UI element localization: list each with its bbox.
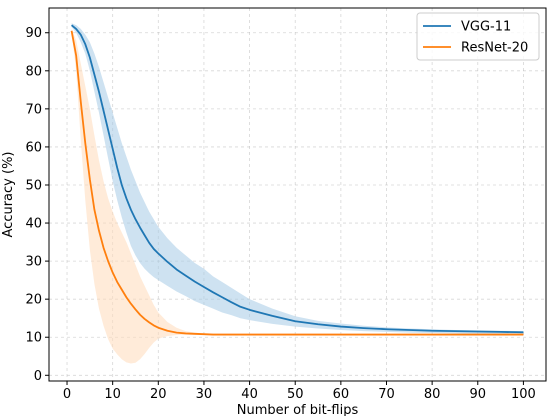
- vgg-11-line: [71, 24, 524, 334]
- y-tick-label: 90: [25, 26, 42, 41]
- x-tick-label: 40: [241, 387, 258, 402]
- series-lines: [70, 24, 524, 336]
- y-tick-label: 0: [34, 369, 42, 384]
- x-tick-label: 50: [287, 387, 304, 402]
- y-tick-label: 20: [25, 293, 42, 308]
- y-tick-label: 80: [25, 64, 42, 79]
- x-tick-label: 100: [511, 387, 536, 402]
- y-axis-label: Accuracy (%): [1, 152, 16, 238]
- legend-box: [416, 12, 540, 61]
- resnet-20-line: [70, 30, 524, 336]
- x-tick-label: 0: [63, 387, 71, 402]
- legend-label-resnet-20: ResNet-20: [461, 41, 528, 56]
- confidence-bands: [71, 23, 524, 364]
- x-tick-label: 90: [469, 387, 486, 402]
- legend: VGG-11 ResNet-20: [416, 12, 540, 61]
- x-tick-label: 70: [378, 387, 395, 402]
- y-tick-label: 40: [25, 217, 42, 232]
- axes-frame: [48, 7, 547, 382]
- x-tick-label: 10: [104, 387, 121, 402]
- x-tick-label: 80: [424, 387, 441, 402]
- x-tick-label: 60: [333, 387, 350, 402]
- legend-label-vgg-11: VGG-11: [461, 20, 511, 35]
- x-tick-label: 20: [150, 387, 167, 402]
- y-tick-label: 70: [25, 102, 42, 117]
- y-axis-ticks: 0 10 20 30 40 50 60 70 80 90: [25, 26, 49, 384]
- y-tick-label: 50: [25, 178, 42, 193]
- y-tick-label: 10: [25, 331, 42, 346]
- y-tick-label: 60: [25, 140, 42, 155]
- resnet-20-band: [71, 28, 524, 364]
- y-tick-label: 30: [25, 255, 42, 270]
- x-tick-label: 30: [196, 387, 213, 402]
- x-axis-label: Number of bit-flips: [237, 403, 359, 416]
- x-axis-ticks: 0 10 20 30 40 50 60 70 80 90 100: [63, 381, 536, 402]
- vgg-11-band: [71, 23, 524, 335]
